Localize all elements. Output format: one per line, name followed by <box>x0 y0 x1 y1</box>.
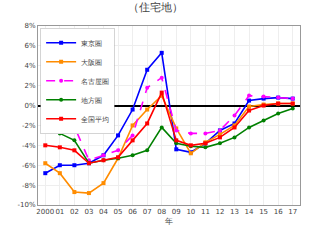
svg-text:-2%: -2% <box>22 122 36 130</box>
svg-text:全国平均: 全国平均 <box>81 116 109 124</box>
svg-text:6%: 6% <box>24 42 35 50</box>
svg-text:01: 01 <box>55 208 64 216</box>
svg-text:地方圏: 地方圏 <box>80 97 102 105</box>
svg-text:4%: 4% <box>24 62 35 70</box>
svg-text:15: 15 <box>259 208 268 216</box>
svg-text:年: 年 <box>165 217 173 226</box>
svg-text:08: 08 <box>157 208 166 216</box>
svg-text:東京圏: 東京圏 <box>81 40 102 48</box>
svg-text:06: 06 <box>128 208 137 216</box>
svg-text:-10%: -10% <box>18 201 36 209</box>
svg-text:04: 04 <box>99 208 108 216</box>
svg-text:07: 07 <box>143 208 152 216</box>
svg-text:14: 14 <box>245 208 254 216</box>
svg-text:大阪圏: 大阪圏 <box>81 59 102 67</box>
svg-text:12: 12 <box>215 208 224 216</box>
svg-text:02: 02 <box>70 208 79 216</box>
svg-text:-4%: -4% <box>22 142 36 150</box>
svg-text:05: 05 <box>114 208 123 216</box>
svg-text:8%: 8% <box>24 22 35 30</box>
svg-text:13: 13 <box>230 208 239 216</box>
svg-text:-8%: -8% <box>22 182 36 190</box>
svg-text:17: 17 <box>288 208 297 216</box>
svg-text:03: 03 <box>84 208 93 216</box>
svg-text:2000: 2000 <box>36 208 54 216</box>
svg-text:名古屋圏: 名古屋圏 <box>81 78 109 86</box>
svg-text:16: 16 <box>274 208 283 216</box>
svg-text:-6%: -6% <box>22 162 36 170</box>
svg-text:11: 11 <box>201 208 210 216</box>
svg-text:0%: 0% <box>24 102 35 110</box>
svg-text:2%: 2% <box>24 82 35 90</box>
svg-text:10: 10 <box>186 208 195 216</box>
svg-text:09: 09 <box>172 208 181 216</box>
svg-text:（住宅地）: （住宅地） <box>128 1 183 14</box>
